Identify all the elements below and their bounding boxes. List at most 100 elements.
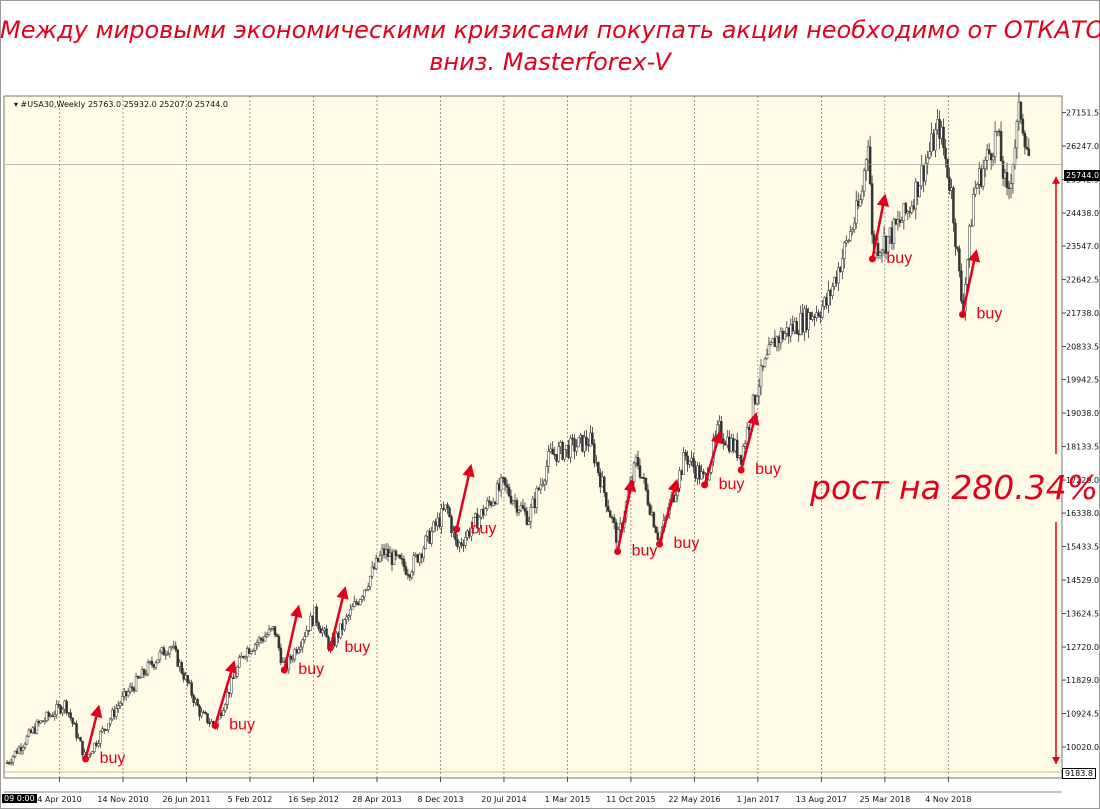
candle-body bbox=[618, 523, 622, 530]
candle-body bbox=[587, 444, 590, 447]
candle-body bbox=[39, 720, 43, 724]
candle-body bbox=[676, 487, 679, 496]
candle bbox=[652, 511, 656, 528]
candle-body bbox=[142, 669, 146, 675]
candle bbox=[970, 219, 973, 228]
candle bbox=[450, 514, 453, 538]
candle-body bbox=[827, 290, 830, 306]
candle bbox=[101, 725, 104, 734]
candle bbox=[934, 123, 937, 158]
candle-body bbox=[854, 200, 858, 224]
candle bbox=[311, 615, 314, 628]
candle bbox=[97, 740, 100, 748]
candle-body bbox=[111, 709, 114, 720]
candle-body bbox=[347, 615, 350, 618]
candle-body bbox=[912, 205, 916, 210]
candle bbox=[364, 588, 368, 592]
buy-label: buy bbox=[298, 661, 324, 678]
candle-body bbox=[55, 704, 58, 715]
candle-body bbox=[43, 720, 47, 722]
candle-body bbox=[307, 630, 310, 632]
candle-body bbox=[279, 647, 283, 663]
buy-signal: buy bbox=[701, 430, 744, 493]
candle-body bbox=[936, 119, 939, 131]
candle-body bbox=[287, 655, 291, 670]
candle-body bbox=[265, 634, 269, 637]
candle-body bbox=[152, 664, 156, 668]
candle bbox=[166, 650, 170, 656]
candle bbox=[478, 515, 481, 535]
candle-body bbox=[696, 465, 699, 479]
candle-body bbox=[704, 473, 707, 475]
candle bbox=[287, 652, 291, 674]
candle-body bbox=[95, 742, 98, 746]
candle-body bbox=[180, 662, 183, 674]
candle bbox=[279, 643, 283, 666]
candle-body bbox=[589, 432, 592, 447]
candle bbox=[291, 654, 295, 663]
candle-body bbox=[428, 530, 431, 544]
candle bbox=[1025, 136, 1029, 151]
candle bbox=[551, 441, 554, 455]
candle-body bbox=[531, 498, 535, 508]
candle-body bbox=[35, 721, 39, 734]
candle-body bbox=[845, 240, 848, 244]
candle bbox=[954, 218, 957, 256]
candle-body bbox=[849, 231, 852, 241]
candle-body bbox=[230, 677, 233, 694]
candle-body bbox=[987, 149, 991, 154]
candle-body bbox=[606, 506, 610, 512]
candle bbox=[136, 675, 140, 680]
candle-body bbox=[73, 723, 76, 725]
candle-body bbox=[19, 746, 23, 751]
candle-body bbox=[728, 436, 731, 452]
y-tick-label: 14529.0 bbox=[1066, 576, 1099, 585]
candle-body bbox=[89, 753, 92, 756]
candle bbox=[47, 710, 51, 721]
candle bbox=[448, 505, 451, 518]
candle-body bbox=[210, 721, 213, 724]
candle-body bbox=[410, 571, 414, 578]
candle-body bbox=[501, 477, 505, 479]
candle-body bbox=[920, 165, 923, 187]
candle-body bbox=[769, 342, 773, 345]
candle-body bbox=[970, 225, 973, 228]
candle-body bbox=[339, 623, 342, 638]
candle bbox=[743, 440, 747, 449]
candle bbox=[128, 682, 132, 695]
candle-body bbox=[864, 159, 868, 171]
candle-body bbox=[487, 500, 491, 503]
candle-body bbox=[289, 655, 293, 660]
candle-body bbox=[1015, 121, 1019, 149]
candle-body bbox=[493, 501, 497, 505]
candle-body bbox=[204, 711, 207, 714]
candle bbox=[636, 450, 640, 470]
candle bbox=[807, 307, 810, 339]
candle bbox=[765, 348, 769, 360]
candle bbox=[378, 550, 382, 563]
candle-body bbox=[726, 436, 729, 446]
candle-body bbox=[773, 338, 777, 347]
candle-body bbox=[775, 336, 779, 347]
candle-body bbox=[114, 708, 118, 717]
candle-body bbox=[170, 646, 174, 649]
candle-body bbox=[956, 246, 959, 250]
candle-body bbox=[851, 229, 854, 232]
candle-body bbox=[882, 236, 886, 251]
candle-body bbox=[446, 504, 449, 509]
candle-body bbox=[25, 735, 29, 745]
candle bbox=[21, 745, 25, 755]
candle-body bbox=[402, 558, 406, 567]
candle-body bbox=[178, 662, 181, 667]
candle-body bbox=[533, 498, 537, 508]
candle bbox=[527, 516, 531, 526]
candle-body bbox=[136, 676, 140, 679]
candle-body bbox=[23, 743, 27, 748]
y-tick-label: 13624.5 bbox=[1066, 610, 1099, 619]
candle-body bbox=[11, 755, 15, 763]
candle-body bbox=[682, 452, 685, 475]
buy-signal: buy bbox=[211, 660, 255, 734]
candle bbox=[114, 704, 118, 720]
candle-body bbox=[208, 722, 211, 724]
